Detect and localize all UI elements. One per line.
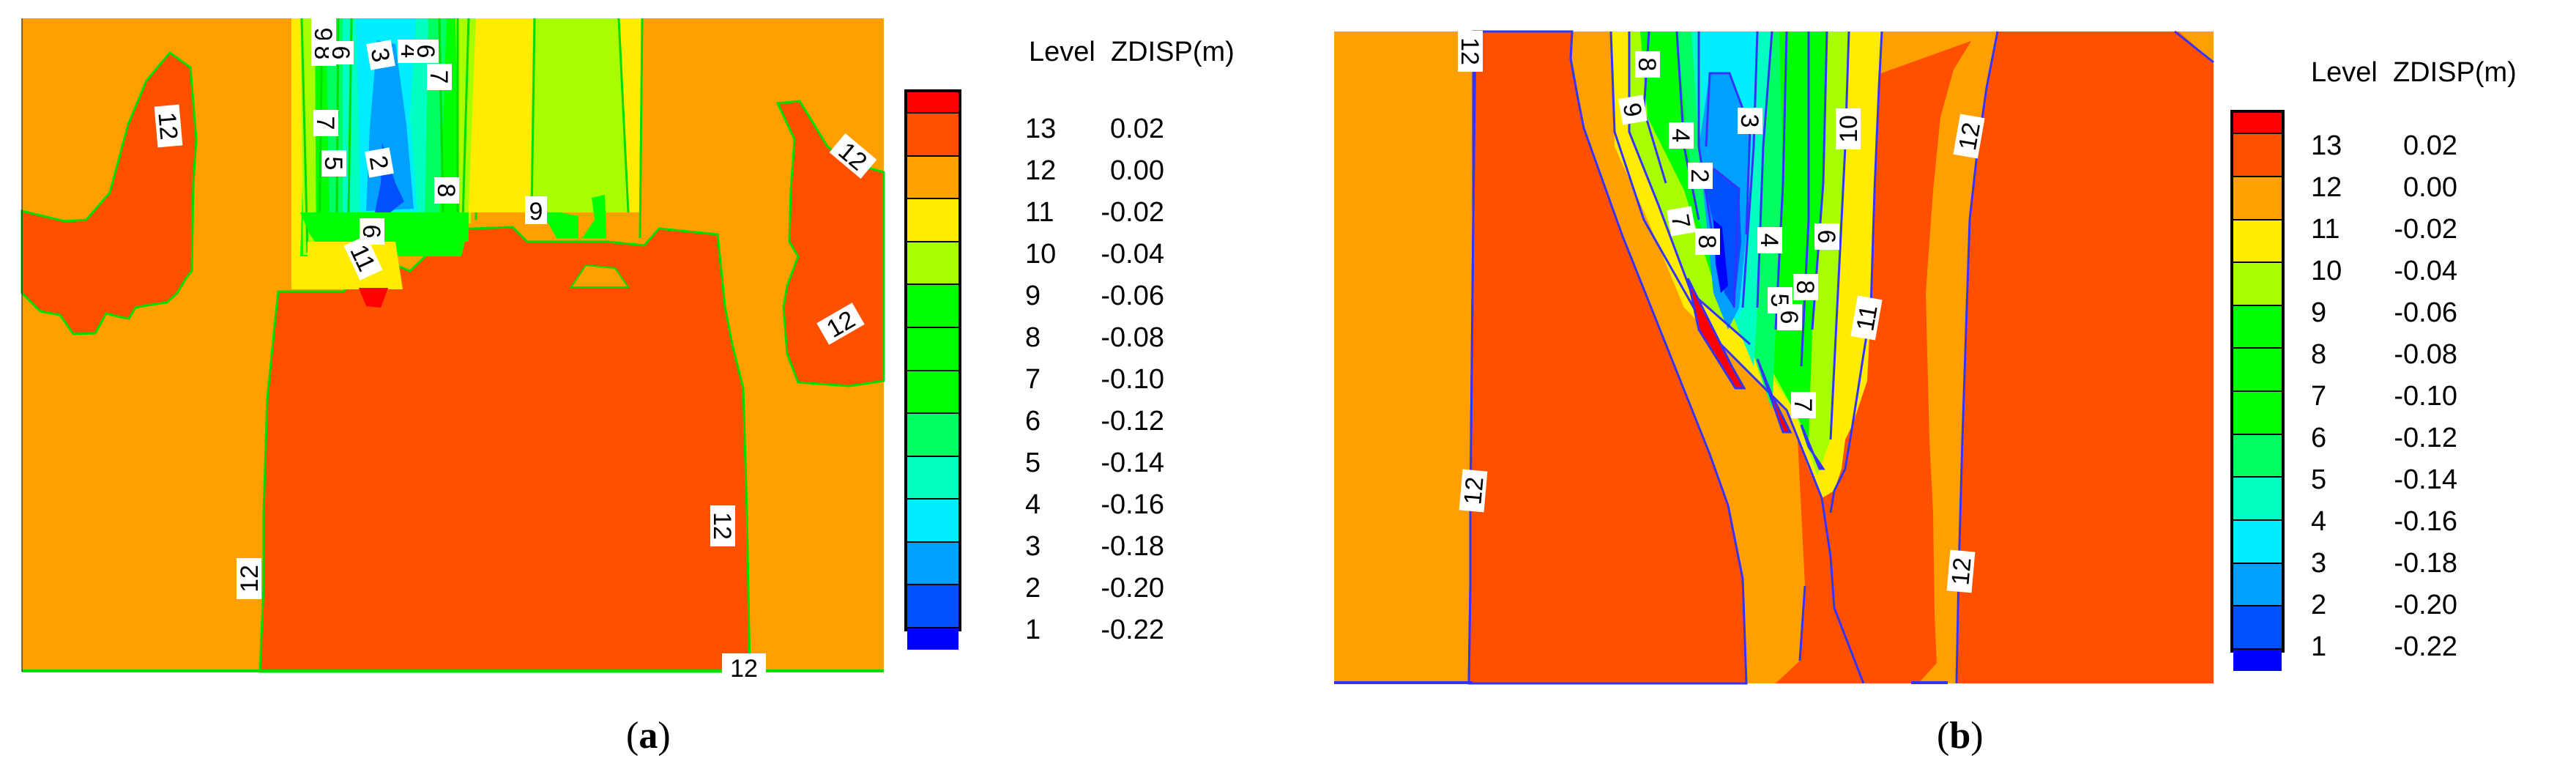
legend-swatch [2233,305,2282,349]
svg-text:5: 5 [1765,294,1793,308]
legend-b: Level ZDISP(m) 13 0.02 12 0.00 11 -0.02 10-… [2230,57,2575,672]
svg-text:12: 12 [236,565,264,593]
legend-title-a: Level ZDISP(m) [1029,37,1235,67]
legend-swatch [907,285,958,328]
svg-text:4: 4 [1755,234,1783,248]
svg-text:10: 10 [1835,115,1863,143]
svg-text:8: 8 [1633,58,1661,72]
legend-swatch [907,114,958,157]
svg-text:7: 7 [311,116,339,130]
legend-swatch [2233,649,2282,672]
contour-plot-b: 12 8 9 4 3 2 7 8 4 6 5 6 8 10 12 11 7 12… [1334,30,2214,685]
svg-text:2: 2 [1686,169,1713,183]
svg-text:12: 12 [730,655,758,681]
legend-colorbar-b [2230,110,2285,672]
legend-title-b: Level ZDISP(m) [2311,57,2517,88]
svg-text:6: 6 [357,225,385,239]
svg-text:8: 8 [432,184,460,198]
svg-text:6: 6 [1775,311,1803,324]
legend-swatch [2233,392,2282,435]
legend-swatch [2233,520,2282,564]
legend-swatch [907,199,958,242]
legend-swatch [907,242,958,286]
contour-labels-b: 12 8 9 4 3 2 7 8 4 6 5 6 8 10 12 11 7 12… [1456,31,1986,593]
legend-swatch [907,500,958,543]
svg-text:12: 12 [1954,120,1986,152]
svg-text:6: 6 [327,46,354,60]
svg-text:6: 6 [412,45,439,59]
svg-text:7: 7 [1789,398,1817,412]
legend-swatch [907,156,958,200]
legend-swatch [907,371,958,415]
legend-swatch [907,92,958,114]
caption-a: (a) [626,715,671,757]
legend-swatch [2233,349,2282,393]
svg-text:4: 4 [1667,129,1694,143]
contour-labels-a: 9 8 6 3 4 6 7 12 7 5 2 8 9 6 11 12 12 12… [152,18,877,681]
legend-a: Level ZDISP(m) 13 0.02 12 0.00 11 -0.02 10-… [904,37,1285,650]
panel-b: 12 8 9 4 3 2 7 8 4 6 5 6 8 10 12 11 7 12… [1318,0,2576,783]
svg-text:7: 7 [425,70,453,84]
legend-swatch [2233,113,2282,135]
svg-text:6: 6 [1812,230,1840,244]
svg-text:12: 12 [1459,476,1489,506]
panel-a: 9 8 6 3 4 6 7 12 7 5 2 8 9 6 11 12 12 12… [21,18,1285,757]
legend-rows-a: 13 0.02 12 0.00 11 -0.02 10 -0.04 9 -0.06 8 -0… [1025,114,1164,645]
legend-swatch [907,456,958,500]
legend-swatch [2233,177,2282,220]
legend-swatch [907,585,958,628]
svg-text:12: 12 [1946,557,1976,587]
legend-swatch [907,542,958,586]
legend-rows-b: 13 0.02 12 0.00 11 -0.02 10 -0.04 9 -0.06 8 -0… [2311,130,2457,662]
legend-swatch [907,328,958,371]
legend-swatch [2233,434,2282,478]
svg-text:12: 12 [152,111,182,141]
svg-text:12: 12 [708,512,736,540]
legend-swatch [907,628,958,650]
svg-text:8: 8 [1791,281,1819,294]
legend-swatch [2233,478,2282,521]
svg-text:8: 8 [1693,235,1721,249]
legend-colorbar-a [904,89,961,650]
legend-swatch [2233,220,2282,264]
contour-plot-a: 9 8 6 3 4 6 7 12 7 5 2 8 9 6 11 12 12 12… [21,18,885,681]
svg-text:11: 11 [1851,303,1883,333]
svg-text:9: 9 [309,28,337,42]
legend-swatch [2233,263,2282,306]
legend-swatch [2233,563,2282,607]
svg-text:12: 12 [1456,37,1484,65]
legend-swatch [2233,606,2282,650]
legend-swatch [907,414,958,457]
legend-swatch [2233,134,2282,177]
svg-text:5: 5 [319,157,347,171]
svg-text:3: 3 [1735,114,1763,128]
svg-text:9: 9 [529,198,543,226]
caption-b: (b) [1937,715,1984,757]
